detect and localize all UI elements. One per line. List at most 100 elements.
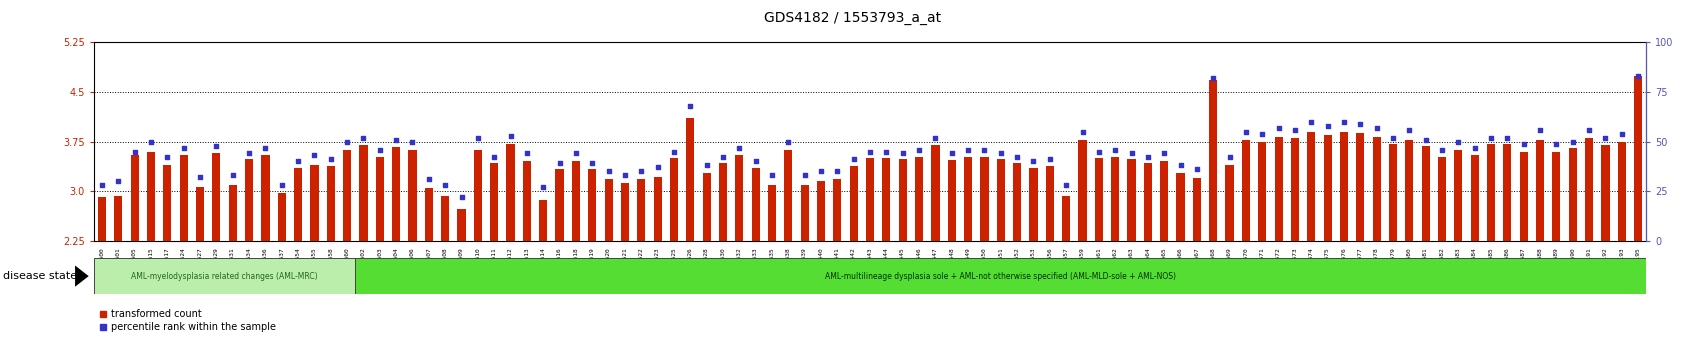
Bar (228, 185, 237, 241)
Bar (767, 184, 776, 241)
Bar (522, 161, 530, 241)
Point (1263, 125, 1291, 131)
Bar (1274, 137, 1282, 241)
Point (563, 151, 590, 156)
Bar (539, 200, 547, 241)
Point (268, 182, 295, 188)
Bar (996, 159, 1004, 241)
Bar (1028, 168, 1037, 241)
Bar (931, 145, 939, 241)
Bar (685, 119, 694, 241)
Bar (179, 155, 188, 241)
Point (464, 135, 491, 141)
Bar (164, 165, 170, 241)
Bar (1338, 132, 1347, 241)
Bar (246, 159, 252, 241)
Point (759, 172, 786, 178)
Bar (817, 181, 825, 241)
Point (1298, 119, 1325, 125)
Point (382, 137, 409, 142)
Bar (1519, 152, 1528, 241)
Bar (442, 196, 448, 241)
Legend: transformed count, percentile rank within the sample: transformed count, percentile rank withi… (99, 309, 276, 332)
Bar (588, 169, 597, 241)
Bar (407, 150, 416, 241)
Point (104, 178, 131, 184)
Point (595, 169, 622, 174)
Point (643, 165, 670, 170)
Bar (375, 157, 384, 241)
Bar (343, 150, 351, 241)
Text: disease state: disease state (3, 271, 77, 281)
Bar (1306, 132, 1315, 241)
Point (1101, 147, 1129, 152)
Point (839, 156, 866, 162)
Bar (1534, 139, 1543, 241)
Point (856, 149, 883, 154)
Point (1134, 155, 1161, 160)
Bar (948, 160, 955, 241)
Point (448, 194, 476, 200)
Point (1313, 123, 1340, 129)
Point (1608, 131, 1635, 137)
Bar (1388, 144, 1396, 241)
Bar (571, 161, 580, 241)
Point (1035, 156, 1062, 162)
Bar (211, 153, 220, 241)
Point (610, 172, 638, 178)
Bar (670, 158, 677, 241)
Bar (293, 168, 302, 241)
Bar (1291, 138, 1298, 241)
Bar (1142, 164, 1151, 241)
Bar (131, 155, 138, 241)
Bar (1616, 142, 1625, 241)
Bar (1569, 148, 1575, 241)
Point (218, 172, 246, 178)
Point (1069, 129, 1096, 135)
Point (1591, 135, 1618, 141)
Bar (638, 179, 644, 241)
Point (529, 184, 556, 190)
Point (953, 147, 980, 152)
Bar (702, 173, 711, 241)
Point (1084, 149, 1112, 154)
Point (431, 182, 459, 188)
Bar (1470, 155, 1478, 241)
Bar (1487, 144, 1494, 241)
Bar (360, 145, 367, 241)
Point (203, 143, 230, 148)
Bar (1095, 158, 1103, 241)
Bar (1209, 80, 1217, 241)
Point (1427, 147, 1454, 152)
Point (824, 169, 851, 174)
Point (774, 139, 801, 144)
Bar (1552, 152, 1560, 241)
Bar (735, 155, 743, 241)
Point (89, 182, 116, 188)
Bar (114, 196, 123, 241)
Point (1526, 127, 1553, 132)
Bar (1405, 139, 1413, 241)
Bar (489, 163, 498, 241)
Point (350, 135, 377, 141)
Point (1166, 162, 1193, 168)
Point (1379, 135, 1407, 141)
Bar (327, 166, 334, 241)
Bar (94, 258, 355, 294)
Point (153, 155, 181, 160)
Point (1330, 119, 1357, 125)
Bar (1453, 150, 1461, 241)
Bar (752, 168, 759, 241)
Bar (604, 179, 612, 241)
Point (1117, 151, 1144, 156)
Point (513, 151, 540, 156)
Bar (1013, 163, 1021, 241)
Point (1199, 75, 1226, 81)
Bar (800, 184, 808, 241)
Text: GDS4182 / 1553793_a_at: GDS4182 / 1553793_a_at (764, 11, 941, 25)
Bar (1258, 142, 1265, 241)
Point (1216, 155, 1243, 160)
Point (888, 151, 916, 156)
Bar (849, 166, 858, 241)
Point (1280, 127, 1308, 132)
